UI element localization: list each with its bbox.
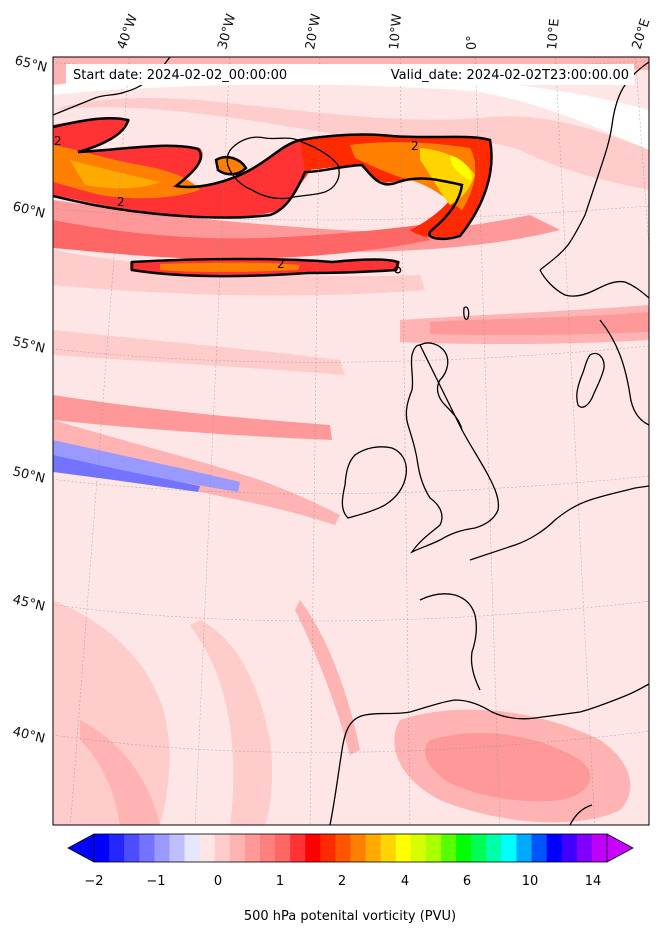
denmark-coast — [576, 352, 605, 408]
valid-date-label: Valid_date: 2024-02-02T23:00:00.00 — [391, 68, 629, 83]
colorbar-cell — [395, 834, 412, 862]
pv-2-contours — [53, 117, 493, 278]
colorbar-cell — [244, 834, 261, 862]
colorbar-ticks: −2 −1 0 1 2 4 6 10 14 — [84, 874, 601, 889]
colorbar-cell — [184, 834, 201, 862]
lon-label-10w: 10°W — [387, 13, 405, 50]
colorbar: −2 −1 0 1 2 4 6 10 14 500 hPa potenital … — [67, 833, 634, 924]
colorbar-cell — [546, 834, 563, 862]
longitude-labels: 40°W 30°W 20°W 10°W 0° 10°E 20°E — [115, 12, 654, 51]
scotland-coast — [419, 342, 463, 431]
colorbar-cell — [531, 834, 548, 862]
lon-label-40w: 40°W — [115, 12, 141, 51]
colorbar-over-arrow — [607, 834, 633, 862]
colorbar-cell — [441, 834, 457, 862]
colorbar-tick-label: 10 — [522, 874, 539, 889]
colorbar-cell — [576, 834, 593, 862]
colorbar-tick-label: 6 — [463, 874, 471, 889]
colorbar-cell — [275, 834, 291, 862]
colorbar-tick-label: 0 — [214, 874, 222, 889]
colorbar-cell — [94, 834, 110, 862]
iberia-coast — [329, 683, 649, 825]
sweden-coast — [599, 319, 649, 426]
colorbar-tick-label: 4 — [401, 874, 409, 889]
colorbar-tick-label: −2 — [84, 874, 103, 889]
colorbar-cell — [486, 834, 502, 862]
contour-label: 2 — [411, 139, 419, 153]
colorbar-cell — [335, 834, 351, 862]
norway-south-coast — [539, 269, 649, 299]
colorbar-cells — [94, 834, 608, 862]
france-west-coast — [419, 593, 481, 691]
colorbar-cell — [350, 834, 367, 862]
colorbar-cell — [229, 834, 246, 862]
colorbar-cell — [425, 834, 442, 862]
lat-label-50n: 50°N — [11, 464, 46, 486]
colorbar-cell — [516, 834, 533, 862]
colorbar-cell — [199, 834, 216, 862]
colorbar-cell — [139, 834, 155, 862]
colorbar-cell — [290, 834, 306, 862]
colorbar-cell — [456, 834, 472, 862]
lat-label-55n: 55°N — [11, 334, 46, 356]
colorbar-tick-label: 1 — [276, 874, 284, 889]
pv-field — [53, 57, 649, 825]
colorbar-arrow-outline — [67, 833, 634, 863]
colorbar-cell — [305, 834, 321, 862]
colorbar-cell — [259, 834, 276, 862]
pv-streamer — [53, 117, 492, 276]
map-panel — [53, 57, 649, 825]
lon-label-30w: 30°W — [215, 12, 239, 51]
latitude-labels: 65°N 60°N 55°N 50°N 45°N 40°N — [11, 53, 48, 746]
map-frame — [52, 56, 650, 826]
colorbar-cell — [154, 834, 170, 862]
lon-label-20e: 20°E — [630, 17, 654, 51]
lon-label-10e: 10°E — [545, 18, 563, 50]
colorbar-cell — [124, 834, 140, 862]
colorbar-cell — [471, 834, 487, 862]
colorbar-tick-label: −1 — [146, 874, 165, 889]
colorbar-frame — [93, 833, 608, 863]
colorbar-tick-label: 14 — [585, 874, 602, 889]
faroe-islands — [394, 266, 402, 274]
contour-label: 2 — [277, 257, 285, 271]
contour-label: 2 — [117, 195, 125, 209]
colorbar-title: 500 hPa potenital vorticity (PVU) — [244, 909, 456, 924]
shetland-islands — [463, 306, 470, 321]
coastlines — [53, 57, 649, 825]
great-britain-coast — [405, 344, 500, 554]
colorbar-tick-label: 2 — [338, 874, 346, 889]
colorbar-cell — [410, 834, 427, 862]
lat-label-65n: 65°N — [13, 53, 48, 75]
contour-labels: 2 2 2 2 — [54, 134, 419, 271]
start-date-label: Start date: 2024-02-02_00:00:00 — [73, 68, 287, 83]
colorbar-cell — [214, 834, 231, 862]
lon-label-20w: 20°W — [303, 13, 324, 51]
mediterranean-coast — [569, 804, 593, 825]
europe-north-coast — [469, 485, 649, 561]
colorbar-cell — [591, 834, 608, 862]
colorbar-cell — [169, 834, 186, 862]
iceland-coast — [226, 136, 340, 200]
colorbar-cell — [501, 834, 517, 862]
header-background — [66, 64, 634, 85]
lat-label-60n: 60°N — [11, 199, 46, 221]
colorbar-cell — [380, 834, 397, 862]
lon-label-0: 0° — [465, 35, 480, 50]
colorbar-cell — [109, 834, 125, 862]
colorbar-cell — [365, 834, 382, 862]
colorbar-cell — [320, 834, 336, 862]
colorbar-under-arrow — [68, 834, 94, 862]
ireland-coast — [341, 446, 408, 519]
colorbar-cell — [561, 834, 578, 862]
lat-label-40n: 40°N — [11, 724, 46, 746]
contour-label: 2 — [54, 134, 62, 148]
lat-label-45n: 45°N — [11, 592, 46, 614]
